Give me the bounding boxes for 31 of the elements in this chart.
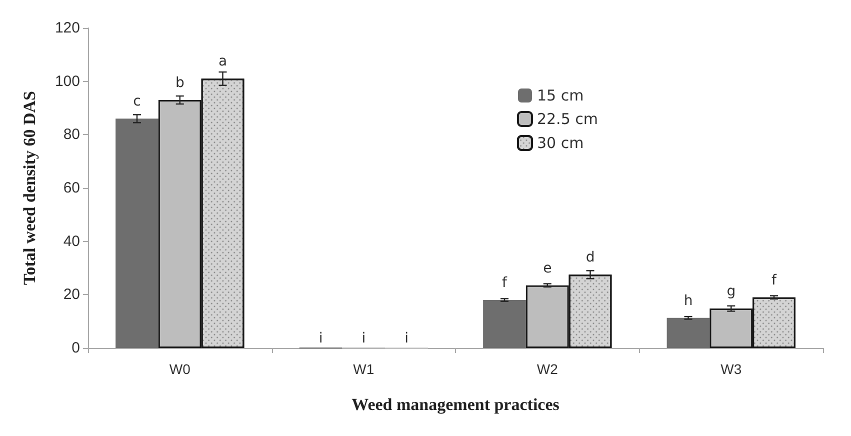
data-label: h <box>684 292 693 309</box>
x-tick-label: W1 <box>353 361 374 377</box>
data-label: f <box>502 275 508 291</box>
data-label: d <box>586 250 595 266</box>
data-label: b <box>175 75 184 91</box>
x-axis-title: Weed management practices <box>352 395 560 414</box>
y-tick-label: 0 <box>72 340 80 356</box>
legend-label: 30 cm <box>536 134 584 152</box>
x-tick-label: W3 <box>720 361 742 377</box>
data-label: a <box>218 54 228 70</box>
data-label: c <box>133 94 141 110</box>
legend-label: 15 cm <box>536 86 584 104</box>
data-label: g <box>726 284 736 300</box>
data-label: e <box>543 260 552 276</box>
legend-label: 22.5 cm <box>536 110 598 128</box>
y-tick-label: 40 <box>63 232 80 250</box>
bar <box>666 318 710 348</box>
data-label: f <box>772 272 778 288</box>
bar <box>483 300 526 348</box>
data-label: i <box>318 330 323 346</box>
x-tick-label: W0 <box>169 361 191 377</box>
bar <box>116 118 158 348</box>
data-label: i <box>362 330 366 346</box>
y-tick-label: 100 <box>54 72 80 90</box>
x-tick-label: W2 <box>536 361 558 377</box>
y-tick-label: 80 <box>63 126 80 144</box>
y-tick-label: 120 <box>54 20 80 36</box>
y-axis-title: Total weed density 60 DAS <box>20 91 39 285</box>
data-label: i <box>404 330 408 346</box>
y-tick-label: 60 <box>63 180 80 196</box>
y-tick-label: 20 <box>63 286 80 304</box>
